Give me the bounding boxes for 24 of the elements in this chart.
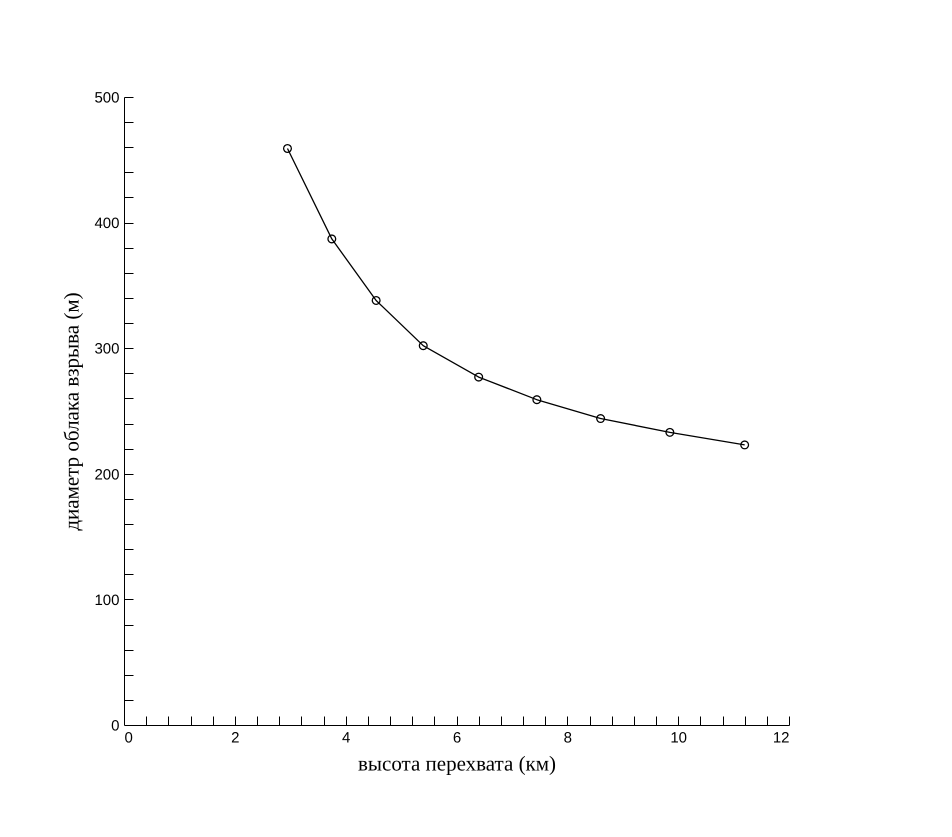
point <box>596 414 606 424</box>
x-tick-label: 10 <box>670 730 688 746</box>
x-tick-label: 4 <box>342 730 350 746</box>
point <box>665 428 674 437</box>
x-tick-label: 12 <box>772 730 790 746</box>
point <box>740 440 750 450</box>
x-tick-label: 8 <box>564 730 572 746</box>
y-tick-label: 100 <box>94 592 120 609</box>
point <box>474 372 484 382</box>
point <box>418 341 428 350</box>
x-tick-label: 2 <box>231 730 240 746</box>
x-tick-label: 6 <box>452 730 462 746</box>
x-axis-title: высота перехвата (км) <box>358 752 556 776</box>
y-tick-label: 400 <box>94 215 120 232</box>
y-axis-title: диаметр облака взрыва (м) <box>59 292 84 531</box>
x-tick-label: 0 <box>124 730 133 746</box>
point <box>327 234 336 244</box>
y-tick-label: 200 <box>94 466 120 484</box>
y-tick-label: 500 <box>94 90 120 106</box>
y-tick-label: 300 <box>94 340 120 358</box>
point <box>282 144 292 154</box>
y-tick-label: 0 <box>111 718 120 734</box>
point <box>532 395 542 404</box>
point <box>372 296 381 305</box>
